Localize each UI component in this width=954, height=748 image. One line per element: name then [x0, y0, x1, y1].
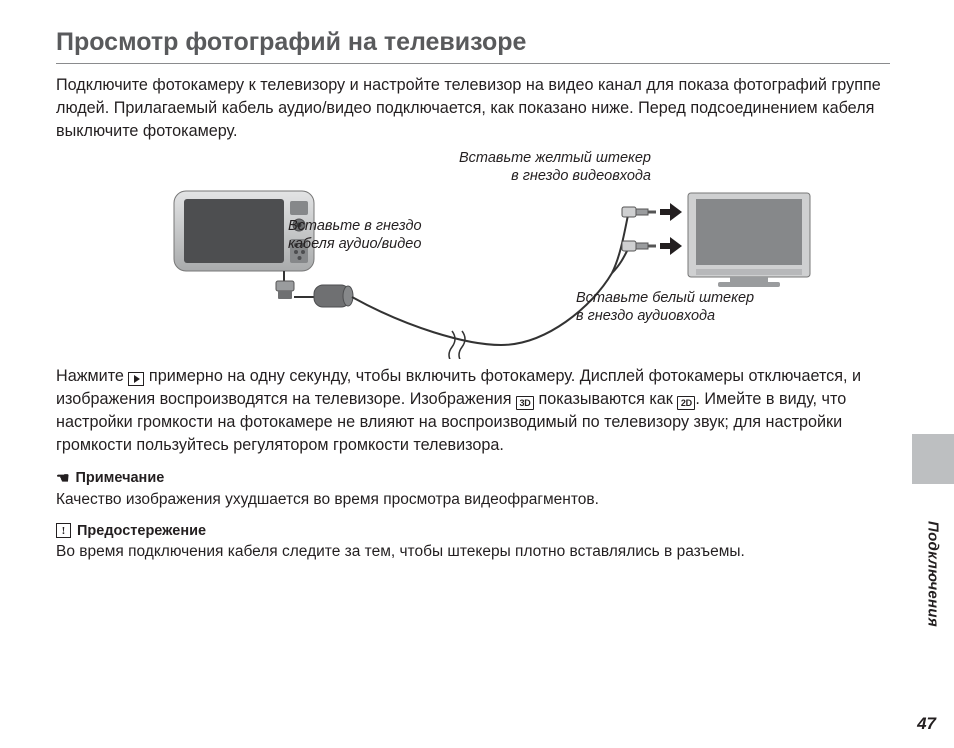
note-hand-icon: ☛	[56, 469, 69, 487]
rca-plug-white	[622, 241, 656, 251]
annotation-white-l2: в гнездо аудиовхода	[576, 308, 715, 324]
mid-paragraph: Нажмите примерно на одну секунду, чтобы …	[56, 365, 890, 457]
arrow-white	[660, 237, 682, 255]
annotation-white-l1: Вставьте белый штекер	[576, 290, 754, 306]
badge-3d-icon: 3D	[516, 396, 534, 410]
annotation-av: Вставьте в гнездо кабеля аудио/видео	[288, 217, 422, 253]
play-icon	[128, 372, 144, 386]
cable-break-mark	[449, 331, 455, 359]
ferrite-core	[294, 285, 353, 307]
caution-heading: ! Предостережение	[56, 523, 890, 539]
mid-between: показываются как	[534, 390, 677, 408]
cable-white	[612, 249, 628, 273]
mid-pre: Нажмите	[56, 367, 128, 385]
cable-yellow	[612, 215, 628, 273]
annotation-av-l2: кабеля аудио/видео	[288, 236, 421, 252]
page-title: Просмотр фотографий на телевизоре	[56, 28, 890, 57]
note-heading: ☛ Примечание	[56, 469, 890, 487]
annotation-yellow-l2: в гнездо видеовхода	[511, 168, 651, 184]
caution-head-text: Предостережение	[77, 523, 206, 539]
annotation-white: Вставьте белый штекер в гнездо аудиовход…	[576, 289, 754, 325]
note-body: Качество изображения ухудшается во время…	[56, 489, 890, 511]
intro-paragraph: Подключите фотокамеру к телевизору и нас…	[56, 74, 890, 143]
caution-block: ! Предостережение Во время подключения к…	[56, 523, 890, 563]
note-block: ☛ Примечание Качество изображения ухудша…	[56, 469, 890, 511]
manual-page: Просмотр фотографий на телевизоре Подклю…	[0, 0, 954, 748]
cable-main	[352, 297, 501, 345]
note-head-text: Примечание	[75, 470, 164, 486]
rca-plug-yellow	[622, 207, 656, 217]
arrow-yellow	[660, 203, 682, 221]
title-rule	[56, 63, 890, 64]
annotation-av-l1: Вставьте в гнездо	[288, 218, 422, 234]
av-connector	[276, 271, 294, 299]
tv-illustration	[688, 193, 810, 287]
annotation-yellow-l1: Вставьте желтый штекер	[459, 150, 651, 166]
annotation-yellow: Вставьте желтый штекер в гнездо видеовхо…	[459, 149, 651, 185]
section-side-label-text: Подключения	[925, 521, 942, 627]
caution-icon: !	[56, 523, 71, 538]
side-tab	[912, 434, 954, 484]
caution-body: Во время подключения кабеля следите за т…	[56, 541, 890, 563]
connection-diagram: Вставьте желтый штекер в гнездо видеовхо…	[56, 149, 890, 359]
badge-2d-icon: 2D	[677, 396, 695, 410]
section-side-label: Подключения	[922, 494, 944, 654]
page-number: 47	[917, 714, 936, 734]
